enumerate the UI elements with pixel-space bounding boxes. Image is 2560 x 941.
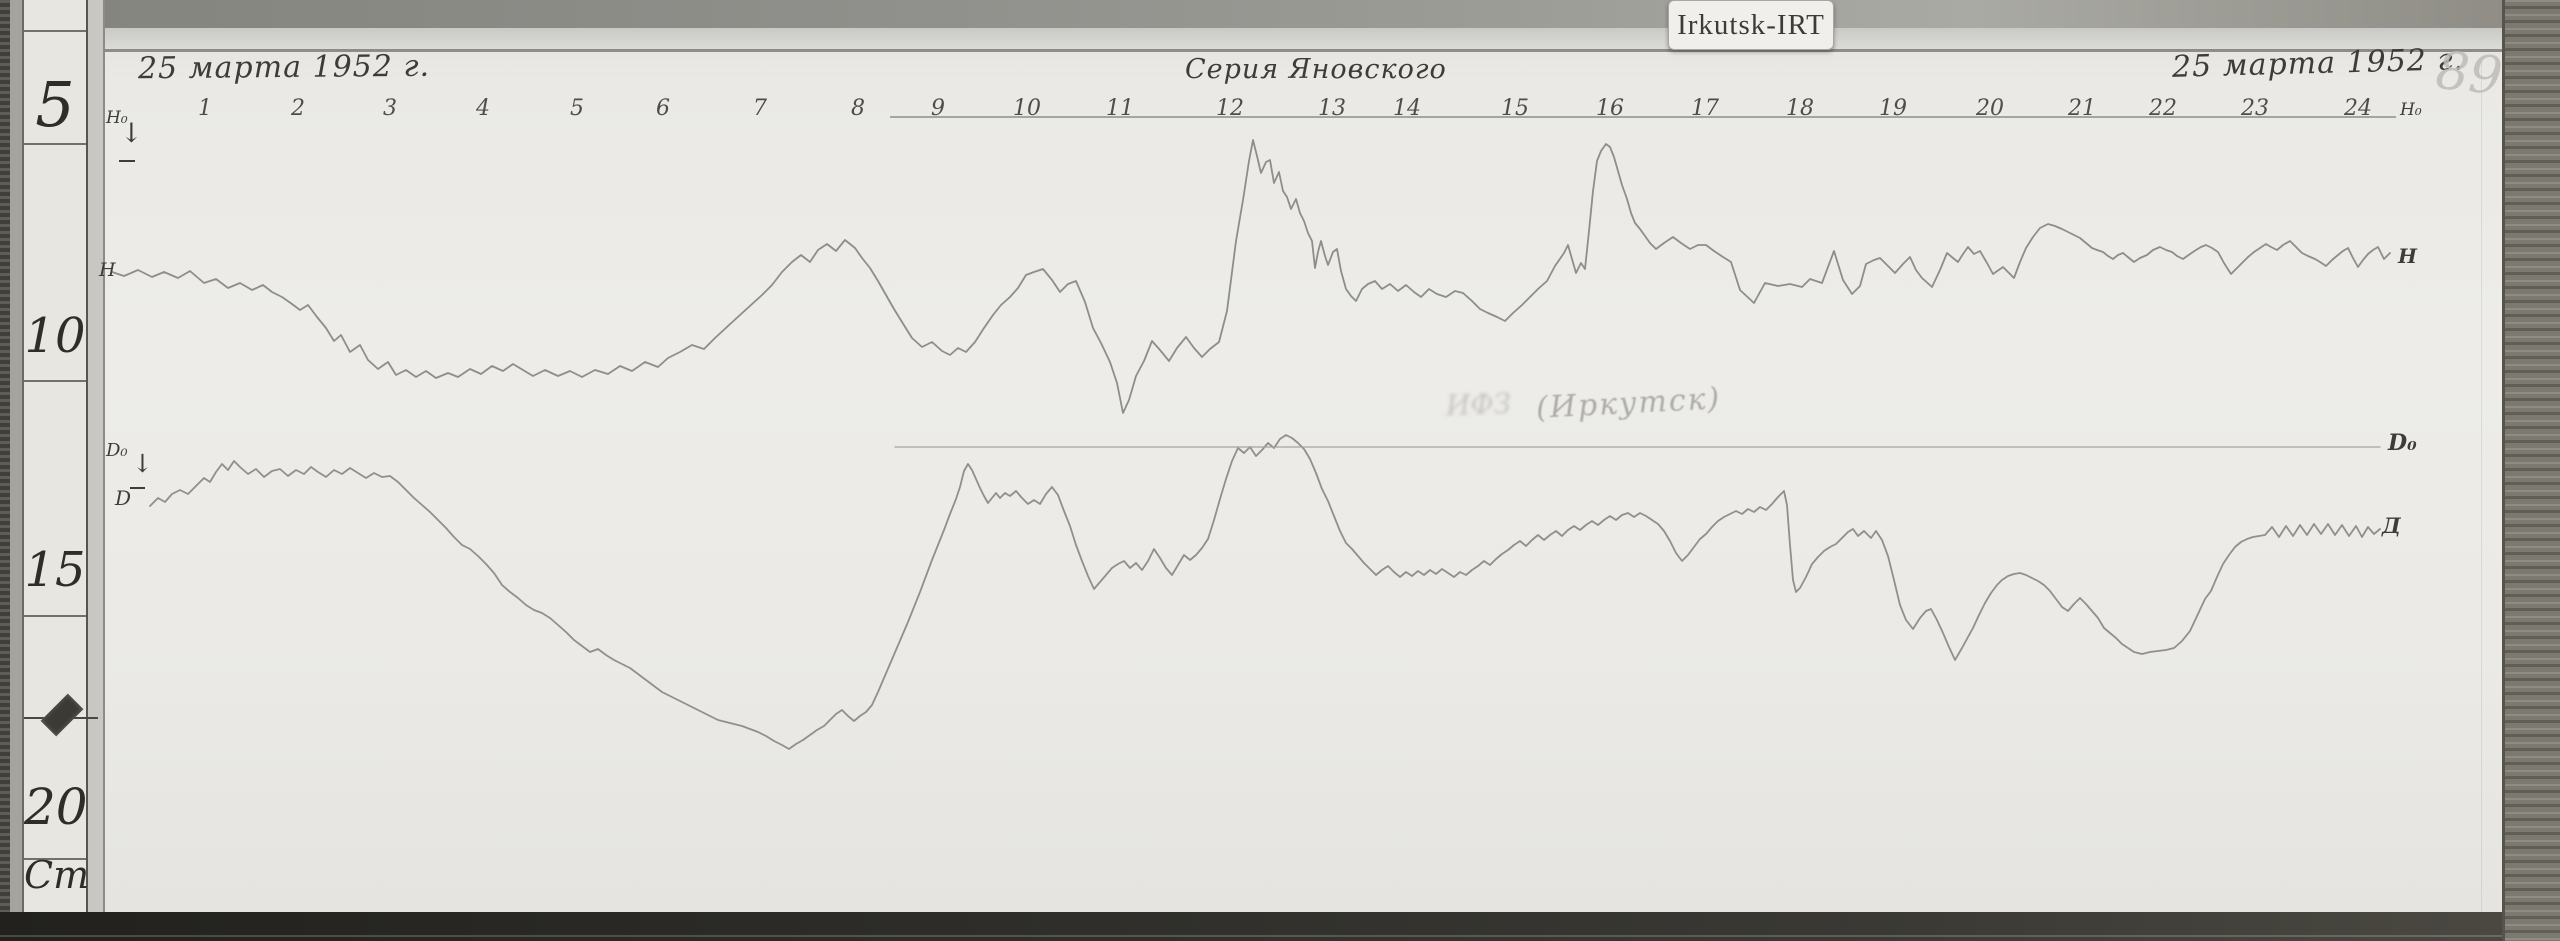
d-trace-label-left: D	[115, 486, 132, 510]
trace-D	[149, 434, 2381, 750]
date-left: 25 марта 1952 г.	[137, 48, 431, 87]
ruler-division-line	[24, 380, 86, 382]
d0-baseline-label-right: D₀	[2388, 430, 2417, 456]
ruler-division-line	[24, 30, 86, 32]
h0-left-label: Н₀	[106, 108, 128, 128]
wood-background-left	[0, 0, 10, 912]
table-edge-highlight	[0, 935, 2502, 937]
hour-tick-9: 9	[931, 96, 945, 121]
hour-tick-7: 7	[753, 96, 767, 121]
paper-top-edge	[103, 49, 2502, 52]
hour-tick-10: 10	[1013, 96, 1041, 121]
hour-tick-12: 12	[1216, 96, 1244, 121]
hour-tick-16: 16	[1596, 96, 1624, 121]
hour-tick-13: 13	[1318, 96, 1346, 121]
h-trace-label-left: Н	[99, 259, 116, 281]
ruler-mark-20: 20	[24, 778, 88, 836]
ruler-mark-5: 5	[35, 68, 75, 141]
hour-tick-17: 17	[1691, 96, 1719, 121]
ruler-mark-10: 10	[24, 308, 86, 364]
stamp-faint-prefix: ИФЗ	[1445, 386, 1512, 423]
hour-tick-20: 20	[1976, 96, 2004, 121]
hour-tick-3: 3	[383, 96, 397, 121]
chart-paper	[103, 28, 2502, 918]
paper-crease	[2481, 58, 2482, 918]
hour-tick-14: 14	[1393, 96, 1421, 121]
wood-background-right	[2502, 0, 2560, 941]
ruler-division-line	[24, 858, 86, 860]
backing-board-top	[90, 0, 2502, 28]
hour-tick-19: 19	[1879, 96, 1907, 121]
paper-top-shadow	[103, 28, 2502, 50]
ruler-unit-label: Cm	[24, 853, 90, 897]
hour-tick-24: 24	[2344, 96, 2372, 121]
h0-axis-label-right: Н₀	[2400, 100, 2422, 120]
h-trace-label-right: Н	[2398, 244, 2417, 268]
hour-tick-15: 15	[1501, 96, 1529, 121]
ruler-division-line	[24, 143, 86, 145]
observatory-tag: Irkutsk-IRT	[1668, 0, 1834, 50]
down-arrow-icon: ↓	[132, 449, 153, 478]
ruler-division-line	[24, 615, 86, 617]
hour-tick-1: 1	[198, 96, 212, 121]
d-trace-label-right: Д	[2382, 513, 2401, 538]
ruler-mark-15: 15	[24, 542, 86, 598]
cm-ruler	[22, 0, 88, 912]
hour-tick-22: 22	[2149, 96, 2177, 121]
backing-board-bottom	[0, 912, 2502, 941]
series-title: Серия Яновского	[1185, 54, 1447, 85]
h0-left-underline	[119, 160, 135, 162]
tag-label: Irkutsk-IRT	[1677, 8, 1825, 41]
hour-tick-5: 5	[570, 96, 584, 121]
pencil-sheet-number: 89	[2433, 40, 2506, 108]
hour-tick-4: 4	[476, 96, 490, 121]
hour-tick-11: 11	[1106, 96, 1134, 121]
hour-tick-6: 6	[656, 96, 670, 121]
ruler-edge-strip	[88, 0, 105, 912]
d0-left-label: D₀	[106, 440, 128, 461]
down-arrow-icon: ↓	[120, 118, 143, 149]
ruler-side-strip	[10, 0, 22, 912]
hour-tick-18: 18	[1786, 96, 1814, 121]
hour-tick-23: 23	[2241, 96, 2269, 121]
trace-H	[111, 139, 2391, 414]
hour-tick-21: 21	[2068, 96, 2096, 121]
hour-tick-8: 8	[851, 96, 865, 121]
hour-tick-2: 2	[291, 96, 305, 121]
d0-left-underline	[130, 487, 145, 489]
